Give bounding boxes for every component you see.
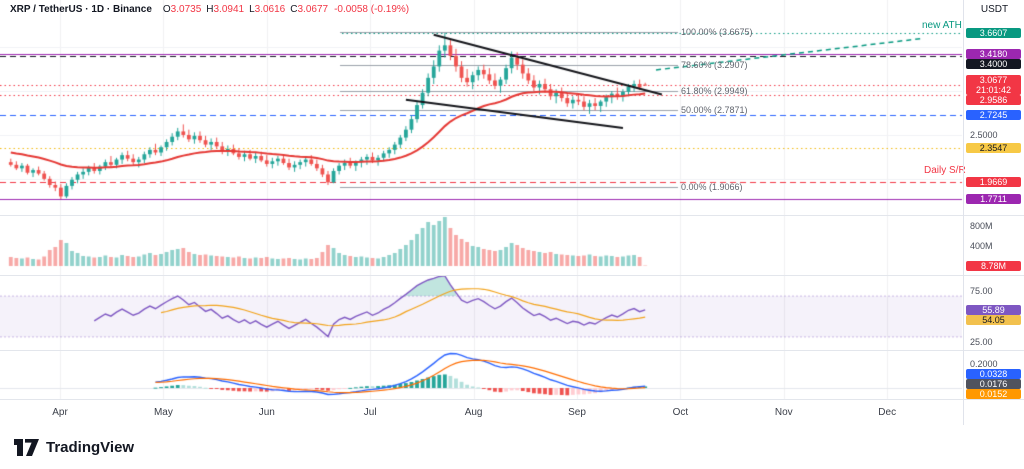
scale-badge: 1.7711 (966, 193, 1021, 204)
fib-level-label: 50.00% (2.7871) (681, 104, 748, 115)
fib-level-label: 78.60% (3.2907) (681, 60, 748, 71)
time-axis-month: Aug (464, 407, 483, 418)
new-ath-label: new ATH (922, 20, 962, 31)
panel-separator (0, 399, 1024, 400)
ohlc-key: C (290, 4, 298, 15)
footer-bar: TradingView (0, 425, 1024, 469)
scale-tick: 25.00 (970, 337, 993, 347)
ohlc-value: 3.0735 (170, 4, 202, 15)
scale-badge: 3.0677 21:01:42 (966, 75, 1021, 96)
symbol-title[interactable]: XRP / TetherUS · 1D · Binance (10, 4, 152, 15)
scale-badge: 8.78M (966, 260, 1021, 271)
scale-badge: 3.6607 (966, 27, 1021, 38)
ohlc-value: 3.0616 (254, 4, 286, 15)
scale-tick: 400M (970, 241, 993, 251)
scale-badge: 0.0328 (966, 369, 1021, 379)
scale-tick: 800M (970, 221, 993, 231)
time-axis-month: Jun (258, 407, 275, 418)
scale-badge: 2.7245 (966, 110, 1021, 121)
time-axis-month: Dec (878, 407, 897, 418)
chart-canvas[interactable] (0, 0, 963, 400)
scale-badge: 54.05 (966, 315, 1021, 326)
tradingview-logo-text[interactable]: TradingView (46, 438, 135, 456)
scale-badge: 0.0176 (966, 379, 1021, 389)
tradingview-logo-icon[interactable] (14, 438, 39, 456)
scale-badge: 55.89 (966, 305, 1021, 316)
scale-badge: 2.3547 (966, 142, 1021, 153)
time-axis[interactable]: Apr May Jun Jul Aug Sep Oct Nov Dec (0, 400, 963, 425)
daily-sr-label: Daily S/R (924, 165, 966, 176)
fib-level-label: 100.00% (3.6675) (681, 27, 753, 38)
panel-separator (0, 215, 1024, 216)
time-axis-month: Jul (363, 407, 377, 418)
time-axis-month: May (153, 407, 173, 418)
scale-tick: 75.00 (970, 286, 993, 296)
scale-currency-label: USDT (980, 4, 1009, 15)
scale-badge: 2.9586 (966, 95, 1021, 106)
panel-separator (0, 275, 1024, 276)
time-axis-month: Oct (672, 407, 689, 418)
ohlc-key: H (206, 4, 214, 15)
scale-badge: 3.4180 (966, 49, 1021, 60)
scale-badge: 1.9669 (966, 176, 1021, 187)
time-axis-month: Apr (52, 407, 68, 418)
ohlc-key: L (249, 4, 255, 15)
price-scale[interactable]: USDT 3.6607 3.4180 3.4000 3.0677 21:01:42 2.9… (963, 0, 1024, 425)
ohlc-value: 3.0941 (213, 4, 245, 15)
fib-level-label: 0.00% (1.9066) (681, 182, 743, 193)
ohlc-value: 3.0677 (297, 4, 329, 15)
scale-badge: 0.0152 (966, 389, 1021, 399)
ohlc-values: O3.0735 H3.0941 L3.0616 C3.0677 (158, 4, 328, 15)
fib-level-label: 61.80% (2.9949) (681, 86, 748, 97)
price-change: -0.0058 (-0.19%) (334, 4, 410, 15)
ohlc-key: O (162, 4, 171, 15)
scale-badge: 3.4000 (966, 59, 1021, 70)
panel-separator (0, 350, 1024, 351)
time-axis-month: Sep (568, 407, 586, 418)
time-axis-month: Nov (774, 407, 793, 418)
scale-tick: 2.5000 (970, 129, 998, 140)
scale-tick: 0.2000 (970, 359, 998, 369)
symbol-legend[interactable]: XRP / TetherUS · 1D · Binance O3.0735 H3.0… (10, 4, 409, 15)
